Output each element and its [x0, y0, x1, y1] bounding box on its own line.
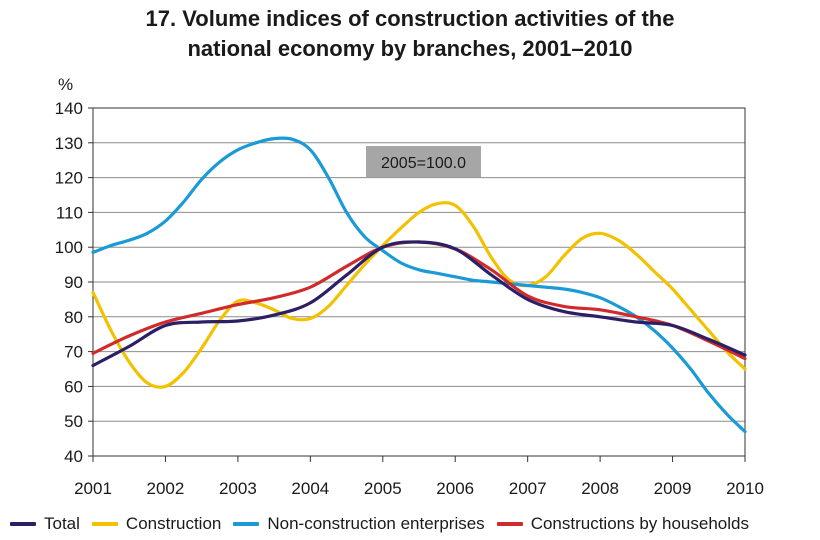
- chart-legend: Total Construction Non-construction enterp…: [10, 511, 820, 537]
- annotation-box: 2005=100.0: [366, 146, 481, 177]
- x-axis-ticks: 2001 2002 2003 2004 2005 2006 2007 2008 2009 2010: [74, 456, 764, 498]
- legend-item-total: Total: [10, 514, 80, 534]
- x-tick-label: 2001: [74, 479, 112, 498]
- y-tick-label: 100: [55, 238, 83, 257]
- series-lines: [91, 136, 747, 434]
- legend-item-non-construction-enterprises: Non-construction enterprises: [233, 514, 485, 534]
- x-tick-label: 2002: [147, 479, 185, 498]
- legend-label: Total: [44, 514, 80, 533]
- y-tick-label: 40: [64, 447, 83, 466]
- grid-lines: [93, 142, 745, 422]
- legend-swatch: [10, 522, 36, 526]
- series-line-construction: [91, 201, 747, 389]
- legend-swatch: [233, 522, 260, 526]
- y-tick-label: 70: [64, 343, 83, 362]
- x-tick-label: 2007: [509, 479, 547, 498]
- y-tick-label: 60: [64, 377, 83, 396]
- legend-label: Non-construction enterprises: [267, 514, 485, 533]
- y-axis-unit: %: [58, 75, 73, 94]
- annotation-background: [366, 146, 481, 177]
- chart-title: 17. Volume indices of construction activ…: [0, 4, 820, 64]
- x-tick-label: 2006: [436, 479, 474, 498]
- legend-swatch: [496, 522, 523, 526]
- x-tick-label: 2003: [219, 479, 257, 498]
- y-tick-label: 90: [64, 273, 83, 292]
- y-tick-label: 80: [64, 308, 83, 327]
- y-tick-label: 120: [55, 169, 83, 188]
- y-axis-ticks: 40 50 60 70 80 90 100 110 120 130 140: [55, 99, 93, 466]
- y-tick-label: 140: [55, 99, 83, 118]
- series-line-constructions-by-households: [91, 240, 747, 361]
- legend-swatch: [91, 522, 118, 526]
- y-tick-label: 110: [56, 203, 83, 222]
- legend-item-constructions-by-households: Constructions by households: [496, 514, 749, 534]
- legend-item-construction: Construction: [91, 514, 222, 534]
- legend-label: Constructions by households: [530, 514, 749, 533]
- y-tick-label: 50: [64, 412, 83, 431]
- x-tick-label: 2009: [654, 479, 692, 498]
- line-chart: 40 50 60 70 80 90 100 110 120 130 140 2001 2002 2003…: [55, 75, 764, 498]
- legend-label: Construction: [125, 514, 222, 533]
- x-tick-label: 2004: [291, 479, 329, 498]
- chart-title-line-2: national economy by branches, 2001–2010: [187, 36, 633, 61]
- x-tick-label: 2008: [581, 479, 619, 498]
- y-tick-label: 130: [55, 134, 83, 153]
- series-line-total: [91, 240, 747, 368]
- chart-title-line-1: 17. Volume indices of construction activ…: [145, 6, 675, 31]
- x-tick-label: 2005: [364, 479, 402, 498]
- x-tick-label: 2010: [726, 479, 764, 498]
- series-line-non-construction-enterprises: [91, 136, 747, 434]
- annotation-text: 2005=100.0: [381, 155, 466, 172]
